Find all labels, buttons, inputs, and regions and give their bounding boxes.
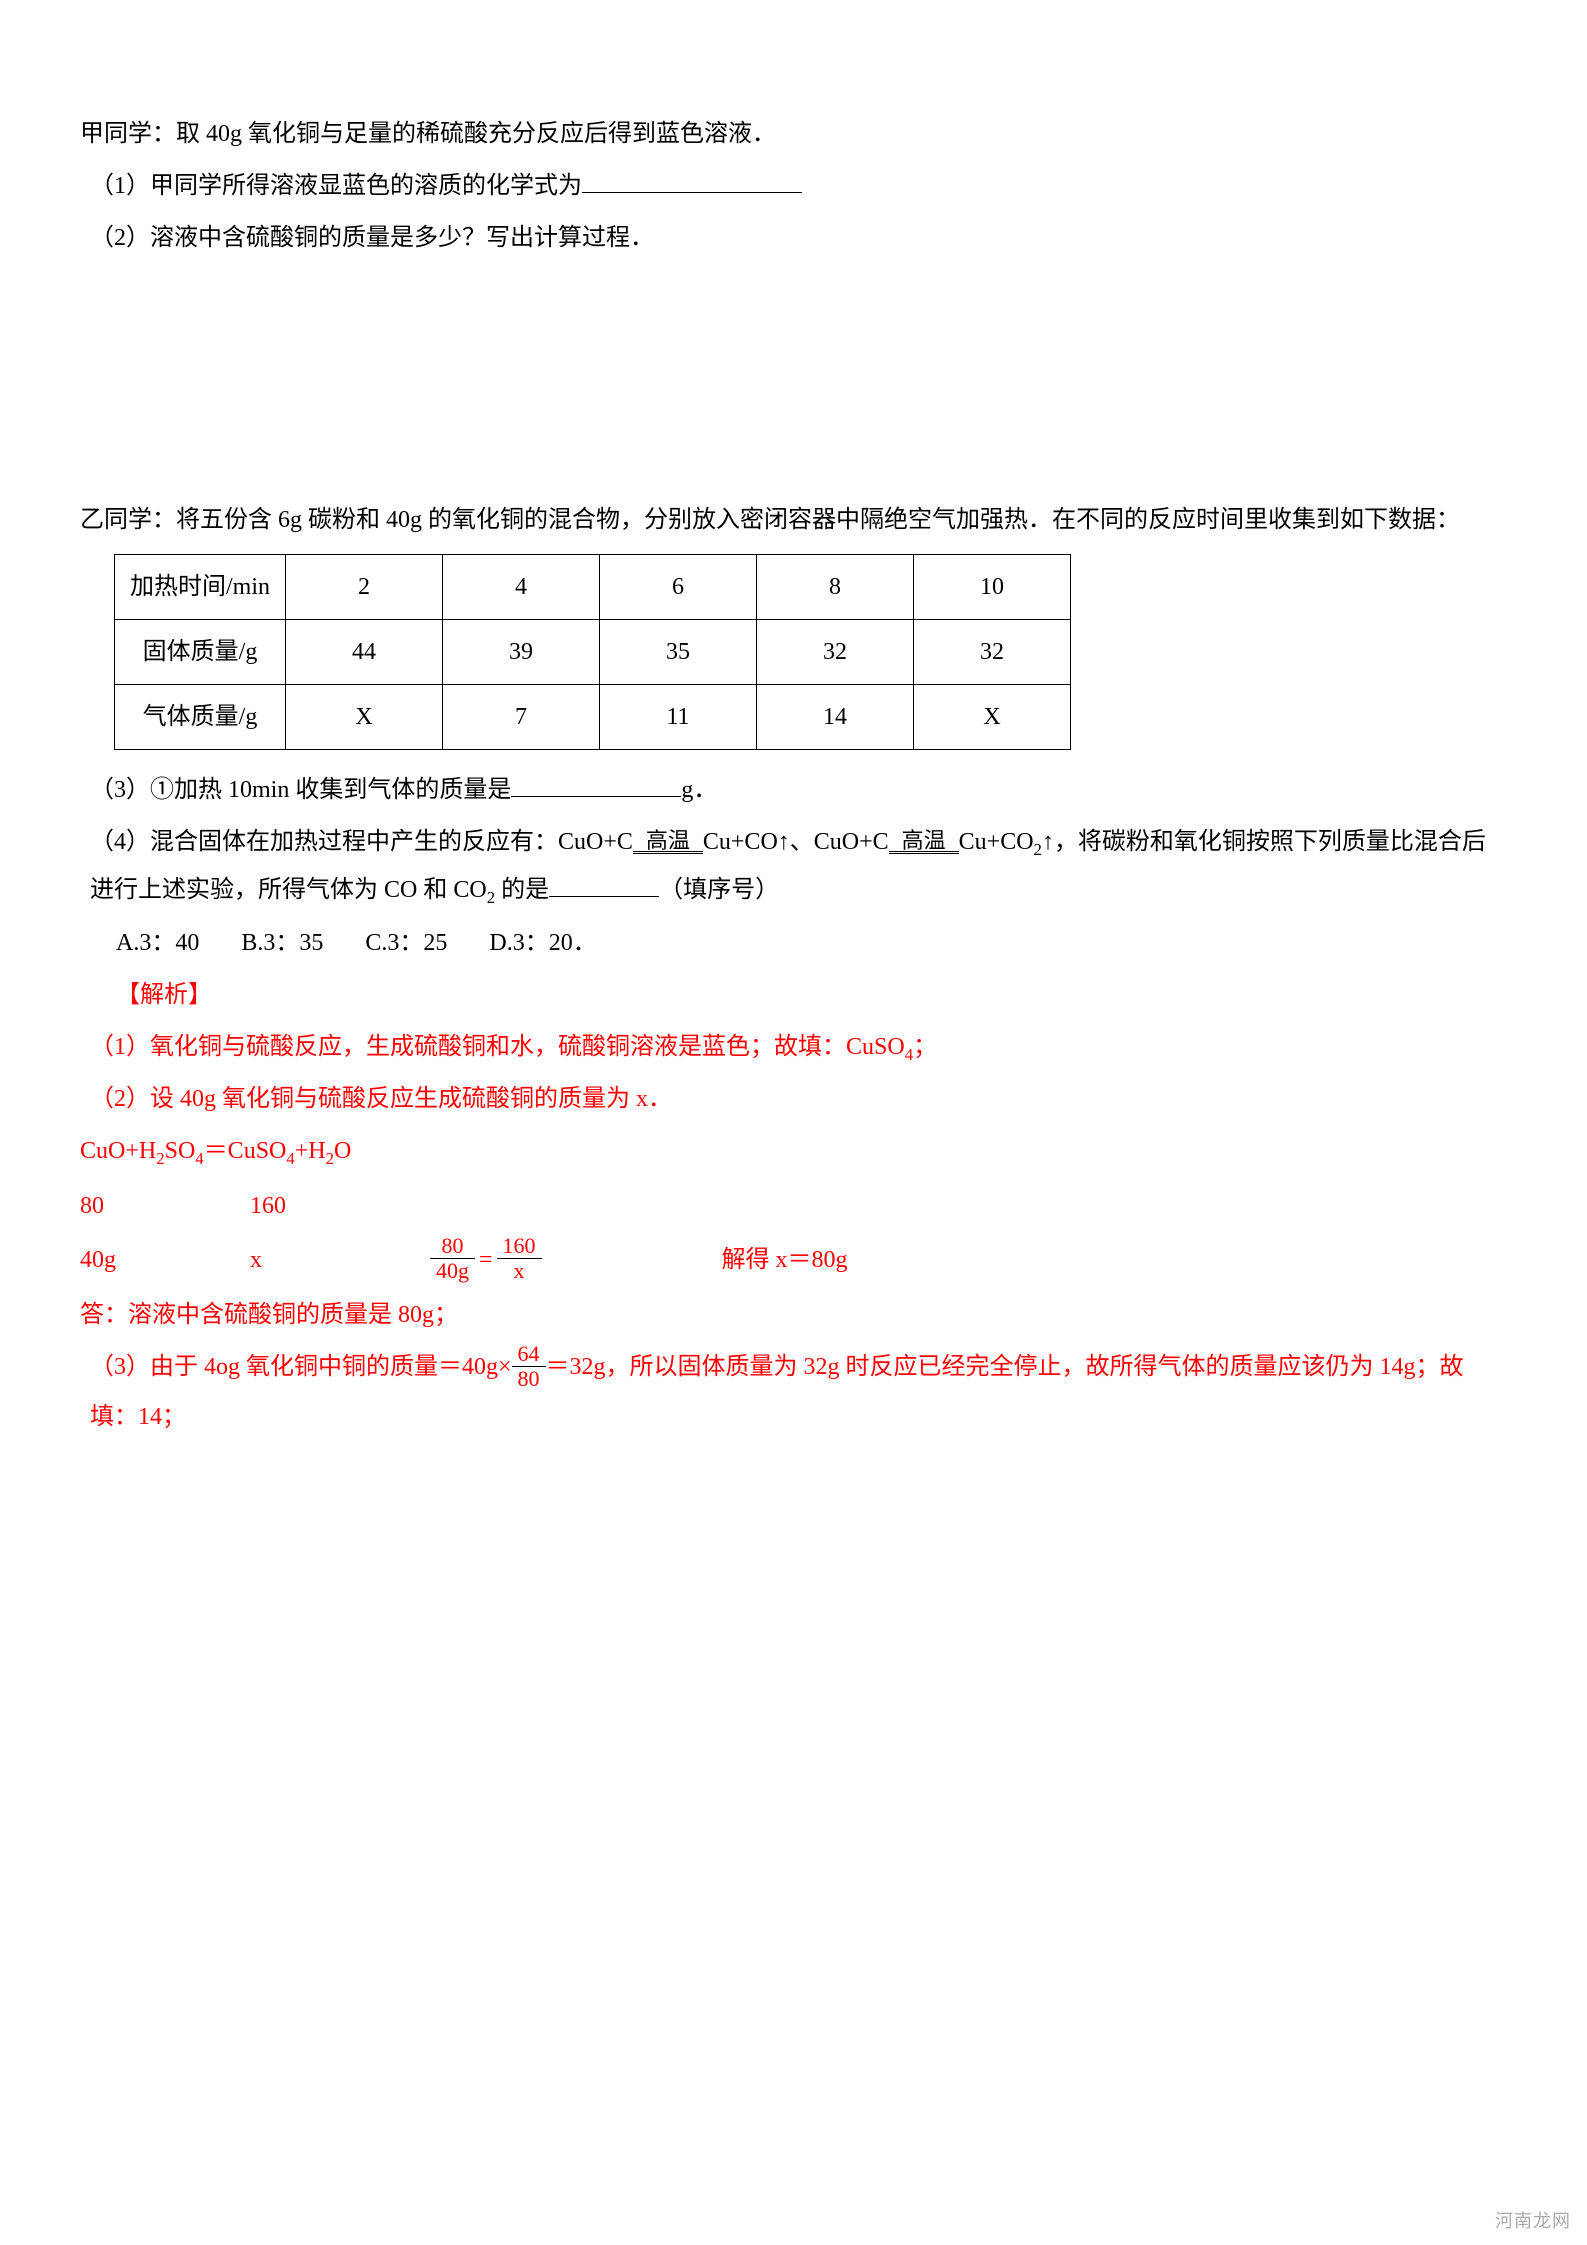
- eq-part: SO: [165, 1138, 196, 1164]
- table-cell: 气体质量/g: [115, 685, 286, 750]
- reaction-arrow: 高温: [633, 828, 703, 854]
- table-row: 固体质量/g 44 39 35 32 32: [115, 620, 1071, 685]
- q3-post: g．: [681, 777, 717, 803]
- work-space: [80, 266, 1507, 496]
- mass-a: 40g: [80, 1236, 140, 1284]
- solution-3: （3）由于 4og 氧化铜中铜的质量＝40g× 64 80 ＝32g，所以固体质…: [80, 1343, 1507, 1441]
- table-cell: 固体质量/g: [115, 620, 286, 685]
- frac-num: 64: [512, 1342, 546, 1366]
- table-row: 加热时间/min 2 4 6 8 10: [115, 555, 1071, 620]
- table-row: 气体质量/g X 7 11 14 X: [115, 685, 1071, 750]
- watermark: 河南龙网: [1495, 2207, 1571, 2233]
- q1-blank: [582, 163, 802, 193]
- table-cell: 7: [443, 685, 600, 750]
- option-b: B.3：35: [241, 919, 323, 967]
- chem-equation: CuO+H2SO4＝CuSO4+H2O: [80, 1127, 1507, 1175]
- solution-1: （1）氧化铜与硫酸反应，生成硫酸铜和水，硫酸铜溶液是蓝色；故填：CuSO4；: [80, 1023, 1507, 1071]
- subscript: 2: [326, 1149, 334, 1168]
- table-cell: 44: [286, 620, 443, 685]
- table-cell: 32: [757, 620, 914, 685]
- frac-num: 160: [497, 1234, 542, 1258]
- table-cell: 35: [600, 620, 757, 685]
- eq-part: CuO+H: [80, 1138, 156, 1164]
- table-cell: X: [286, 685, 443, 750]
- q4-mid4: 的是: [495, 877, 549, 903]
- frac-den: 40g: [430, 1259, 475, 1283]
- q3-pre: （3）①加热 10min 收集到气体的质量是: [90, 777, 511, 803]
- q4-mid1: Cu+CO↑、CuO+C: [703, 829, 889, 855]
- data-table: 加热时间/min 2 4 6 8 10 固体质量/g 44 39 35 32 3…: [114, 554, 1071, 750]
- subscript: 2: [487, 888, 495, 907]
- student-b-intro: 乙同学：将五份含 6g 碳粉和 40g 的氧化铜的混合物，分别放入密闭容器中隔绝…: [80, 496, 1507, 544]
- table-cell: 4: [443, 555, 600, 620]
- question-2: （2）溶液中含硫酸铜的质量是多少？写出计算过程．: [80, 214, 1507, 262]
- subscript: 4: [286, 1149, 294, 1168]
- frac-den: 80: [512, 1367, 546, 1391]
- option-d: D.3：20．: [489, 919, 596, 967]
- frac-eq: =: [475, 1236, 497, 1284]
- table-cell: 2: [286, 555, 443, 620]
- s1-pre: （1）氧化铜与硫酸反应，生成硫酸铜和水，硫酸铜溶液是蓝色；故填：CuSO: [90, 1034, 905, 1060]
- subscript: 2: [156, 1149, 164, 1168]
- solution-2-answer: 答：溶液中含硫酸铜的质量是 80g；: [80, 1291, 1507, 1339]
- eq-part: O: [334, 1138, 351, 1164]
- table-cell: 32: [914, 620, 1071, 685]
- mass-b: x: [250, 1236, 310, 1284]
- subscript: 2: [1034, 840, 1042, 859]
- student-a-intro: 甲同学：取 40g 氧化铜与足量的稀硫酸充分反应后得到蓝色溶液．: [80, 110, 1507, 158]
- question-4: （4）混合固体在加热过程中产生的反应有：CuO+C高温Cu+CO↑、CuO+C高…: [80, 818, 1507, 915]
- fraction-3: 64 80: [512, 1342, 546, 1391]
- option-c: C.3：25: [365, 919, 447, 967]
- eq-part: +H: [295, 1138, 326, 1164]
- fraction-2: 160 x: [497, 1234, 542, 1283]
- solution-heading: 【解析】: [80, 971, 1507, 1019]
- table-cell: 6: [600, 555, 757, 620]
- table-cell: 10: [914, 555, 1071, 620]
- table-cell: X: [914, 685, 1071, 750]
- question-3: （3）①加热 10min 收集到气体的质量是 g．: [80, 766, 1507, 814]
- q4-blank: [549, 868, 659, 898]
- q3-blank: [511, 767, 681, 797]
- q4-pre: （4）混合固体在加热过程中产生的反应有：CuO+C: [90, 829, 633, 855]
- table-cell: 11: [600, 685, 757, 750]
- s1-post: ；: [913, 1034, 937, 1060]
- s3-pre: （3）由于 4og 氧化铜中铜的质量＝40g×: [90, 1354, 512, 1380]
- fraction-1: 80 40g: [430, 1234, 475, 1283]
- mm-b: 160: [250, 1182, 286, 1230]
- table-cell: 加热时间/min: [115, 555, 286, 620]
- frac-num: 80: [430, 1234, 475, 1258]
- frac-den: x: [497, 1259, 542, 1283]
- solve-text: 解得 x＝80g: [722, 1236, 848, 1284]
- question-1: （1）甲同学所得溶液显蓝色的溶质的化学式为: [80, 162, 1507, 210]
- table-cell: 8: [757, 555, 914, 620]
- subscript: 4: [905, 1045, 913, 1064]
- option-a: A.3：40: [116, 919, 199, 967]
- options-row: A.3：40 B.3：35 C.3：25 D.3：20．: [80, 919, 1507, 967]
- subscript: 4: [195, 1149, 203, 1168]
- q1-label: （1）甲同学所得溶液显蓝色的溶质的化学式为: [90, 173, 582, 199]
- eq-part: ＝CuSO: [204, 1138, 287, 1164]
- table-cell: 14: [757, 685, 914, 750]
- reaction-arrow: 高温: [889, 828, 959, 854]
- q4-mid2: Cu+CO: [959, 829, 1034, 855]
- molar-mass-row: 80 160: [80, 1182, 1507, 1230]
- mm-a: 80: [80, 1182, 140, 1230]
- mass-row: 40g x 80 40g = 160 x 解得 x＝80g: [80, 1236, 1507, 1285]
- table-cell: 39: [443, 620, 600, 685]
- solution-2-setup: （2）设 40g 氧化铜与硫酸反应生成硫酸铜的质量为 x．: [80, 1075, 1507, 1123]
- q4-post: （填序号）: [659, 877, 779, 903]
